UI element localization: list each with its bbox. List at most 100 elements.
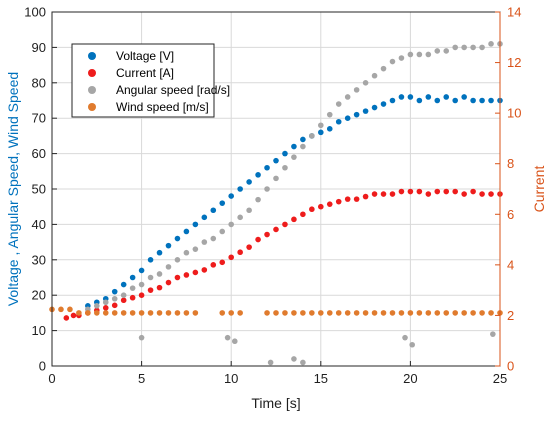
data-point-wind-speed (470, 310, 476, 316)
data-point-voltage (353, 111, 360, 118)
data-point-voltage (174, 235, 181, 242)
data-point-voltage (111, 288, 118, 295)
data-point-wind-speed (58, 306, 64, 313)
data-point-wind-speed (219, 310, 226, 316)
data-point-angular-speed (228, 221, 234, 228)
data-point-current (407, 188, 414, 195)
data-point-angular-speed (138, 281, 145, 288)
series-wind-speed (49, 306, 503, 316)
data-point-angular-speed (470, 44, 476, 51)
x-tick-label: 20 (403, 371, 417, 386)
data-point-voltage (228, 193, 234, 199)
y-left-tick-label: 0 (39, 359, 46, 374)
data-point-wind-speed (479, 310, 485, 316)
data-point-voltage (398, 94, 405, 100)
y-right-tick-label: 12 (507, 55, 521, 70)
data-point-wind-speed (102, 310, 109, 316)
data-point-voltage (156, 249, 163, 256)
data-point-current (219, 259, 226, 266)
legend-marker-wind-speed (88, 103, 96, 111)
y-left-tick-label: 20 (32, 288, 46, 303)
data-point-voltage (434, 97, 441, 104)
data-point-current (255, 236, 261, 243)
data-point-current (120, 297, 127, 304)
data-point-wind-speed (461, 310, 467, 316)
data-point-angular-speed (165, 264, 172, 270)
y-left-tick-label: 70 (32, 111, 46, 126)
y-left-tick-label: 30 (32, 252, 46, 267)
x-tick-label: 15 (314, 371, 328, 386)
data-point-current (210, 262, 217, 268)
data-point-angular-speed (174, 257, 181, 263)
data-point-wind-speed (273, 310, 279, 316)
data-point-voltage (138, 267, 145, 274)
data-point-angular-speed (335, 101, 342, 107)
data-point-wind-speed (183, 310, 190, 316)
data-point-voltage (264, 164, 270, 171)
data-layer (49, 41, 503, 366)
data-point-wind-speed (147, 310, 154, 316)
data-point-voltage (380, 101, 387, 107)
data-point-voltage (237, 186, 243, 192)
data-point-angular-speed (102, 299, 109, 306)
data-point-wind-speed (300, 310, 306, 316)
data-point-voltage (443, 94, 450, 100)
data-point-voltage (326, 126, 333, 132)
data-point-current (174, 274, 181, 281)
data-point-current (326, 201, 333, 207)
data-point-wind-speed (111, 310, 118, 316)
data-point-current (291, 216, 297, 223)
x-tick-label: 5 (138, 371, 145, 386)
series-current (63, 188, 503, 321)
data-point-angular-speed (192, 246, 199, 252)
legend-label-wind-speed: Wind speed [m/s] (116, 100, 209, 114)
x-axis-title: Time [s] (251, 395, 300, 411)
data-point-wind-speed (398, 310, 405, 316)
data-point-angular-speed (210, 235, 217, 242)
y-right-tick-label: 0 (507, 359, 514, 374)
data-point-wind-speed (335, 310, 342, 316)
data-point-voltage (470, 97, 476, 104)
data-point-wind-speed (434, 310, 441, 316)
data-point-wind-speed (362, 310, 369, 316)
data-point-current (461, 191, 467, 197)
legend-marker-voltage (88, 52, 96, 60)
data-point-current (389, 191, 396, 197)
data-point-wind-speed (76, 310, 82, 316)
data-point-wind-speed (282, 310, 288, 316)
legend-label-current: Current [A] (116, 66, 174, 80)
data-point-voltage (335, 118, 342, 125)
data-point-wind-speed (94, 310, 100, 316)
data-point-current (111, 302, 118, 309)
data-point-voltage (120, 281, 127, 288)
data-point-current (452, 188, 459, 195)
data-point-angular-speed (94, 303, 100, 309)
data-point-wind-speed (156, 310, 163, 316)
x-tick-label: 0 (48, 371, 55, 386)
data-point-angular-speed (183, 249, 190, 256)
data-point-voltage (425, 94, 432, 100)
axes: 0 5 10 15 20 25010203040506070809010002468101… (24, 5, 521, 387)
legend-label-angular-speed: Angular speed [rad/s] (116, 83, 230, 97)
data-point-angular-speed (300, 143, 306, 150)
data-point-angular-speed (147, 274, 154, 281)
data-point-voltage (255, 172, 261, 178)
data-point-current (398, 188, 405, 195)
data-point-angular-speed (219, 228, 226, 235)
data-point-angular-speed (201, 239, 208, 245)
data-point-wind-speed (129, 310, 136, 316)
data-point-wind-speed (318, 310, 324, 316)
legend-marker-angular-speed (88, 86, 96, 94)
data-point-current (102, 305, 109, 311)
y-right-tick-label: 4 (507, 257, 514, 272)
data-point-angular-speed (407, 51, 414, 58)
data-point-angular-speed (416, 51, 423, 58)
data-point-voltage (362, 108, 369, 114)
data-point-current (192, 269, 199, 276)
data-point-current (443, 188, 450, 195)
data-point-angular-speed (389, 58, 396, 65)
data-point-wind-speed (228, 310, 234, 316)
data-point-voltage (183, 228, 190, 235)
data-point-angular-speed (490, 331, 496, 337)
